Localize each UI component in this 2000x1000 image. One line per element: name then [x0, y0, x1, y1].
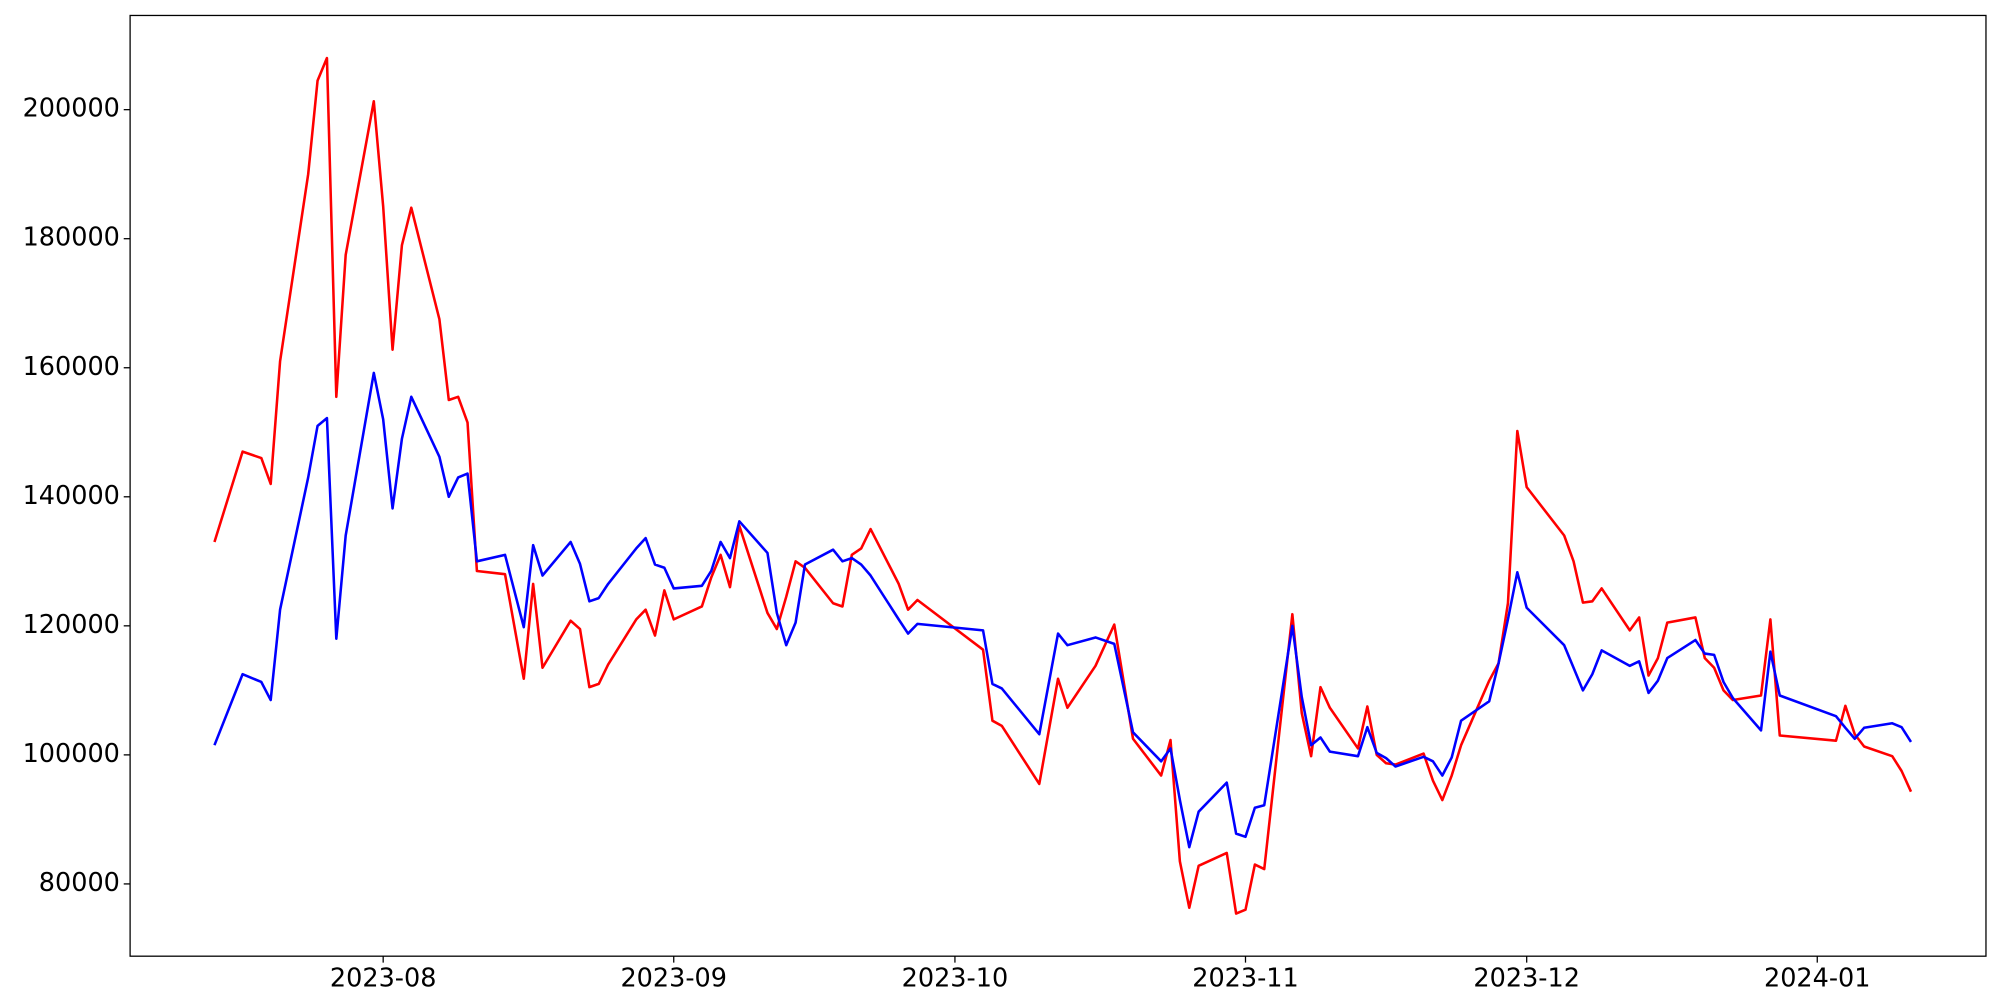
y-tick-label: 100000 — [23, 739, 120, 769]
y-tick-label: 160000 — [23, 352, 120, 382]
y-tick-label: 140000 — [23, 481, 120, 511]
x-tick-label: 2024-01 — [1764, 963, 1871, 993]
x-tick-label: 2023-11 — [1192, 963, 1299, 993]
y-tick-label: 180000 — [23, 223, 120, 253]
series-line — [213, 371, 1913, 849]
x-tick-label: 2023-10 — [902, 963, 1009, 993]
y-tick-label: 80000 — [39, 868, 120, 898]
x-tick-label: 2023-12 — [1473, 963, 1580, 993]
x-tick-label: 2023-08 — [330, 963, 437, 993]
series-line — [213, 56, 1913, 915]
y-tick-label: 120000 — [23, 610, 120, 640]
y-tick-label: 200000 — [23, 94, 120, 124]
plot-frame — [129, 14, 1987, 957]
x-tick-label: 2023-09 — [620, 963, 727, 993]
